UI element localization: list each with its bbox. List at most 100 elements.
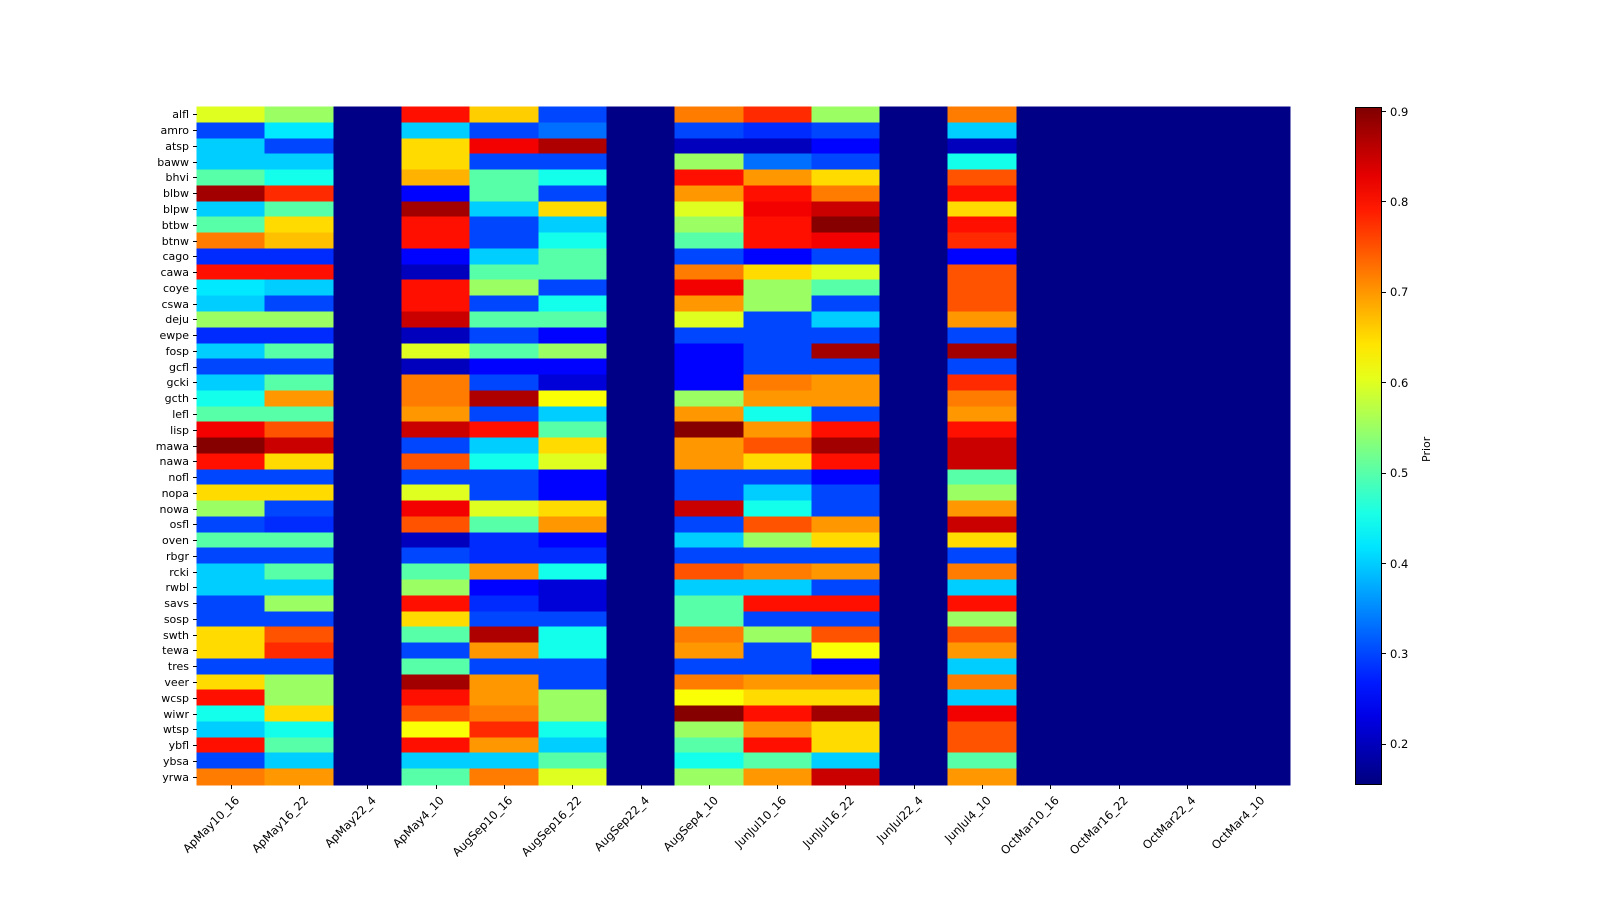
heatmap-cell (333, 595, 402, 612)
heatmap-cell (1221, 138, 1290, 155)
heatmap-cell (470, 217, 539, 234)
colorbar-tick-mark (1382, 291, 1386, 293)
heatmap-cell (538, 580, 607, 596)
heatmap-cell (265, 721, 334, 738)
heatmap-cell (538, 233, 607, 249)
heatmap-cell (1221, 690, 1290, 707)
heatmap-cell (1016, 343, 1086, 360)
heatmap-cell (811, 327, 881, 344)
heatmap-cell (1221, 327, 1290, 344)
heatmap-cell (948, 122, 1017, 139)
heatmap-cell (333, 516, 402, 533)
heatmap-cell (333, 769, 402, 785)
heatmap-cell (675, 248, 744, 265)
heatmap-cell (333, 643, 402, 659)
y-tick-mark (193, 208, 197, 210)
heatmap-cell (1085, 248, 1154, 265)
heatmap-cell (948, 327, 1017, 344)
heatmap-cell (880, 753, 949, 770)
heatmap-cell (1016, 280, 1086, 297)
heatmap-cell (197, 122, 266, 139)
heatmap-cell (675, 595, 744, 612)
heatmap-cell (811, 375, 881, 391)
heatmap-cell (333, 469, 402, 486)
heatmap-cell (265, 658, 334, 675)
heatmap-cell (197, 548, 266, 565)
heatmap-cell (333, 611, 402, 628)
heatmap-cell (743, 580, 812, 596)
heatmap-cell (401, 737, 471, 754)
heatmap-cell (538, 375, 607, 391)
heatmap-cell (606, 233, 676, 249)
y-tick-label: wcsp (161, 691, 189, 705)
y-tick-mark (193, 130, 197, 132)
heatmap-cell (880, 737, 949, 754)
heatmap-cell (1085, 516, 1154, 533)
heatmap-cell (470, 453, 539, 470)
heatmap-cell (1016, 706, 1086, 722)
heatmap-cell (1221, 390, 1290, 407)
heatmap-cell (1221, 721, 1290, 738)
y-tick-label: atsp (165, 139, 189, 153)
heatmap-cell (1085, 469, 1154, 486)
heatmap-cell (1085, 154, 1154, 171)
heatmap-cell (265, 390, 334, 407)
heatmap-cell (606, 737, 676, 754)
heatmap-cell (1085, 390, 1154, 407)
heatmap-cell (265, 737, 334, 754)
heatmap-cell (401, 753, 471, 770)
y-tick-mark (193, 461, 197, 463)
heatmap-cell (401, 532, 471, 549)
heatmap-cell (675, 690, 744, 707)
heatmap-cell (948, 737, 1017, 754)
heatmap-cell (1085, 311, 1154, 328)
heatmap-cell (811, 201, 881, 218)
heatmap-cell (675, 375, 744, 391)
heatmap-cell (1221, 422, 1290, 439)
heatmap-cell (265, 170, 334, 186)
y-tick-label: swth (162, 628, 189, 642)
heatmap-cell (470, 438, 539, 454)
heatmap-cell (1016, 422, 1086, 439)
heatmap-cell (811, 248, 881, 265)
heatmap-cell (265, 643, 334, 659)
heatmap-cell (197, 390, 266, 407)
heatmap-cell (538, 516, 607, 533)
heatmap-cell (1016, 406, 1086, 423)
heatmap-cell (1016, 453, 1086, 470)
heatmap-cell (743, 138, 812, 155)
heatmap-cell (606, 516, 676, 533)
heatmap-cell (470, 375, 539, 391)
heatmap-cell (401, 674, 471, 691)
y-tick-mark (193, 571, 197, 573)
x-tick-label: OctMar22_4 (1139, 793, 1199, 853)
heatmap-cell (880, 343, 949, 360)
heatmap-cell (811, 485, 881, 502)
heatmap-cell (1085, 643, 1154, 659)
x-tick-label: AugSep16_22 (518, 793, 584, 860)
heatmap-cell (197, 532, 266, 549)
heatmap-cell (811, 564, 881, 581)
x-tick-label: JunJul4_10 (941, 793, 994, 846)
heatmap-cell (880, 107, 949, 123)
x-tick-label: JunJul22_4 (873, 793, 926, 846)
heatmap-cell (675, 107, 744, 123)
heatmap-cell (675, 453, 744, 470)
heatmap-cell (880, 721, 949, 738)
heatmap-cell (675, 343, 744, 360)
heatmap-cell (675, 217, 744, 234)
heatmap-cell (333, 706, 402, 722)
heatmap-cell (470, 296, 539, 312)
heatmap-cell (1153, 485, 1222, 502)
heatmap-cell (265, 359, 334, 376)
heatmap-cell (197, 438, 266, 454)
heatmap-cell (333, 359, 402, 376)
heatmap-cell (401, 658, 471, 675)
y-tick-mark (193, 335, 197, 337)
heatmap-cell (197, 406, 266, 423)
heatmap-cell (743, 627, 812, 644)
heatmap-cell (265, 201, 334, 218)
heatmap-cell (675, 485, 744, 502)
heatmap-cell (401, 280, 471, 297)
x-tick-mark (1255, 785, 1257, 789)
